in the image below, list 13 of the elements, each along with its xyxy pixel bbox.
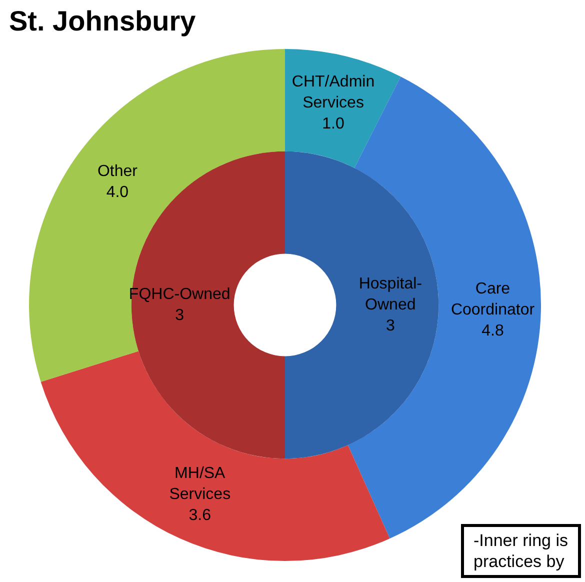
slice-label: Other bbox=[97, 163, 138, 180]
slice-label: Care Coordinator bbox=[450, 280, 536, 318]
note-frame: -Inner ring is practices by bbox=[460, 524, 581, 578]
data-label: 4.8 bbox=[482, 322, 504, 340]
slice-label: Hospital-Owned bbox=[358, 276, 422, 314]
data-label: 3 bbox=[175, 307, 184, 324]
data-label: 4.0 bbox=[106, 184, 129, 202]
data-label: 3.6 bbox=[188, 507, 212, 524]
slice-label: CHT/Admin Services bbox=[292, 73, 375, 112]
slice-label: MH/SA Services bbox=[169, 465, 231, 504]
data-label: 3 bbox=[386, 318, 395, 334]
data-label: 1.0 bbox=[322, 115, 344, 132]
chart-title: St. Johnsbury bbox=[9, 6, 196, 36]
